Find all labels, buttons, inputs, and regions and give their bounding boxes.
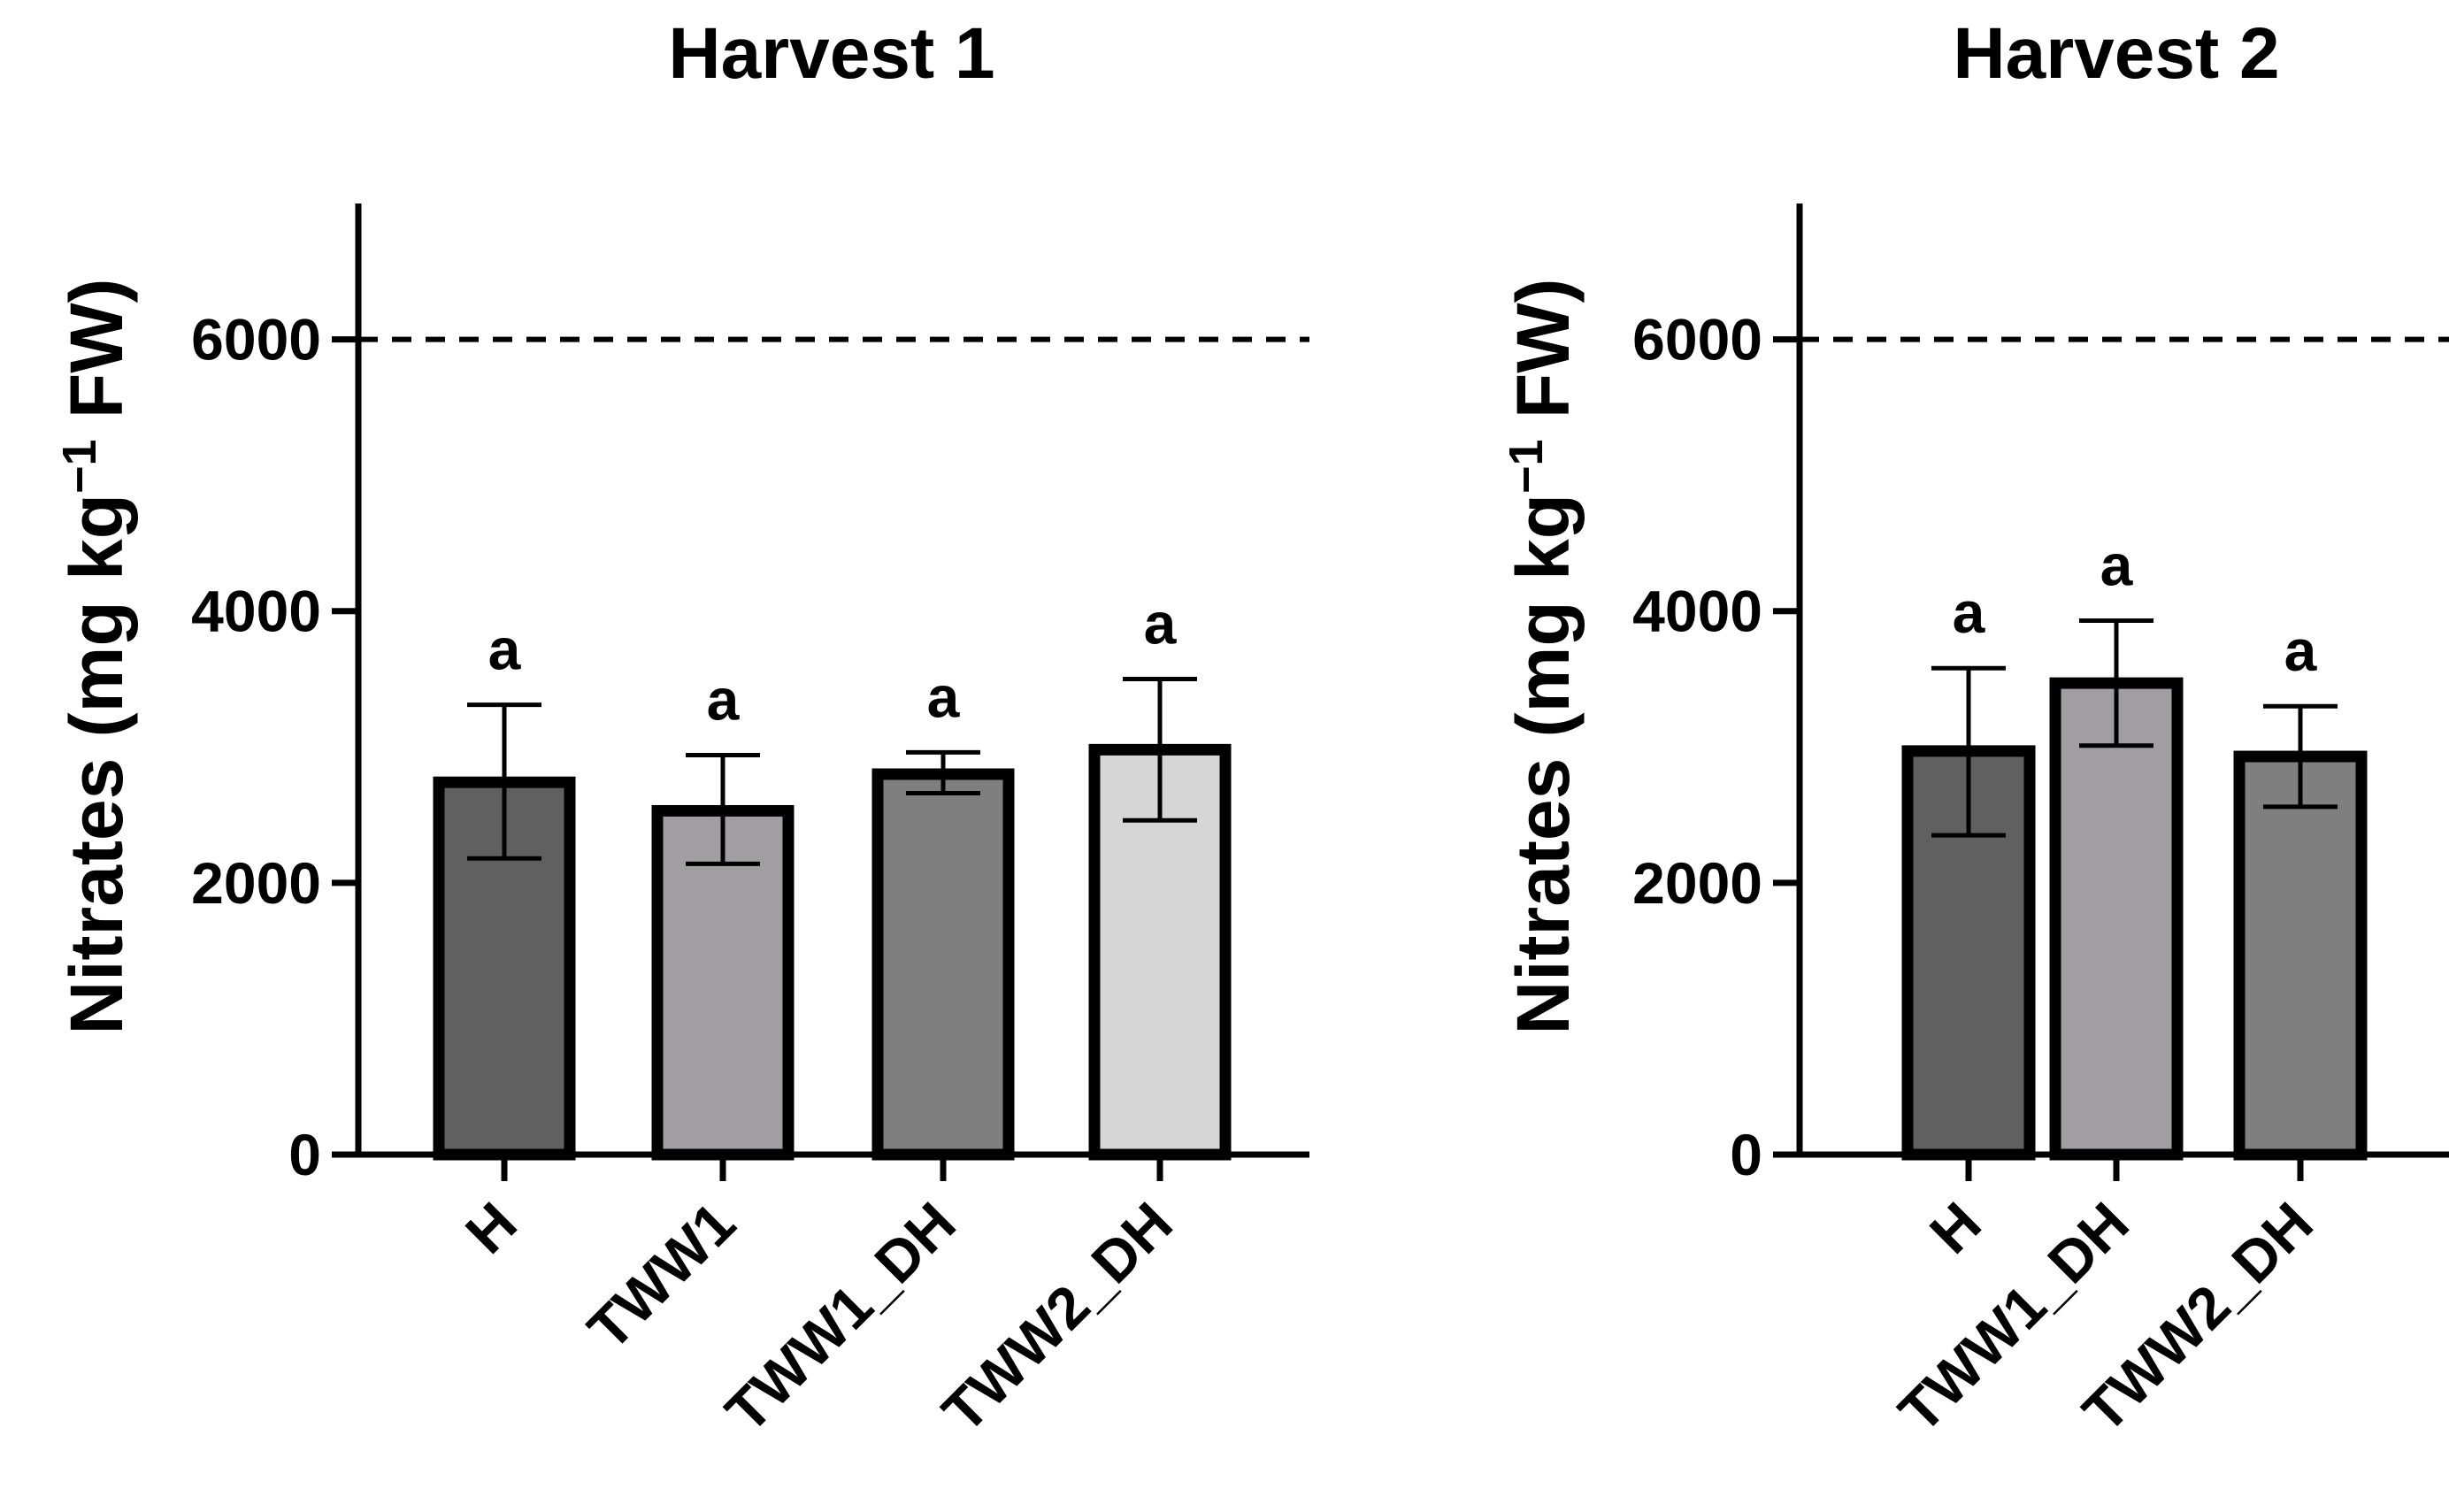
bar <box>2049 677 2184 1161</box>
x-tick-label: H <box>1917 1190 1993 1266</box>
y-axis-label: Nitrates (mg kg−1 FW) <box>1500 279 1585 1035</box>
significance-label: a <box>1953 579 1986 645</box>
significance-label: a <box>927 664 961 729</box>
bar <box>651 804 795 1161</box>
chart-panel-1: Harvest 1 0 2000 4000 6000 Nitrates (mg kg−1 … <box>53 13 1309 1445</box>
significance-label: a <box>2284 618 2318 683</box>
y-tick-label: 4000 <box>1632 579 1762 644</box>
significance-label: a <box>707 667 741 733</box>
x-tick-label: TWW1_DH <box>713 1190 968 1445</box>
significance-label: a <box>2100 532 2134 597</box>
chart-title: Harvest 1 <box>668 13 994 94</box>
y-tick-label: 6000 <box>191 307 321 372</box>
y-tick-label: 2000 <box>191 850 321 916</box>
chart-panel-2: Harvest 2 0 2000 4000 6000 Nitrates (mg kg−1 … <box>1500 13 2449 1445</box>
bar <box>2233 750 2368 1161</box>
y-tick-label: 0 <box>288 1122 321 1187</box>
x-tick-label: TWW1 <box>575 1190 748 1362</box>
y-tick-label: 2000 <box>1632 850 1762 916</box>
y-axis-label: Nitrates (mg kg−1 FW) <box>53 279 138 1035</box>
significance-label: a <box>488 617 522 682</box>
x-tick-label: H <box>453 1190 529 1266</box>
significance-label: a <box>1144 591 1178 656</box>
chart-title: Harvest 2 <box>1953 13 2279 94</box>
y-tick-label: 6000 <box>1632 307 1762 372</box>
bar <box>871 768 1015 1161</box>
y-tick-label: 0 <box>1730 1122 1762 1187</box>
y-tick-label: 4000 <box>191 579 321 644</box>
x-tick-label: TWW2_DH <box>930 1190 1185 1445</box>
